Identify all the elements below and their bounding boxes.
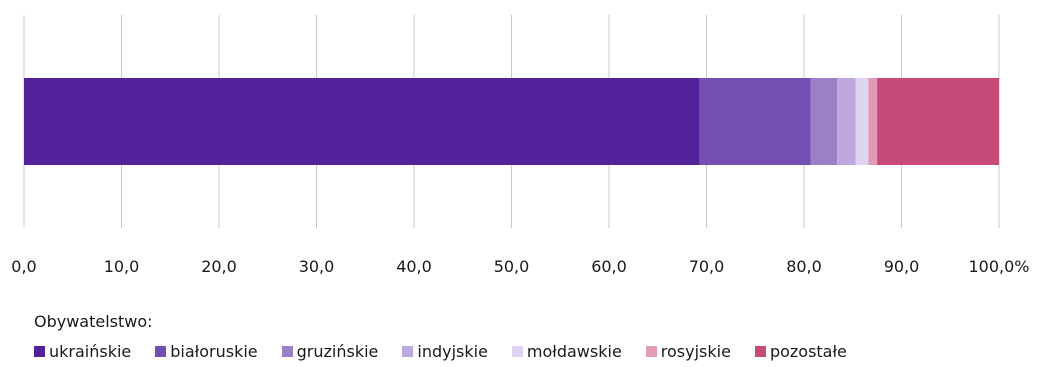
x-tick-label: 60,0 — [591, 257, 627, 276]
bar-segment-ukraińskie — [24, 78, 700, 165]
legend-item: rosyjskie — [645, 342, 731, 361]
bar-segment-indyjskie — [837, 78, 856, 165]
legend-swatch — [402, 346, 414, 357]
legend-swatch — [34, 346, 45, 357]
x-tick-label: 10,0 — [104, 257, 140, 276]
legend-swatch — [511, 346, 523, 357]
legend-swatch — [155, 346, 167, 357]
bar-segment-mołdawskie — [855, 78, 869, 165]
x-tick-label: 100,0% — [968, 257, 1029, 276]
legend-item: pozostałe — [754, 342, 847, 361]
x-tick-label: 30,0 — [299, 257, 335, 276]
legend-swatch — [645, 346, 657, 357]
legend-item: mołdawskie — [511, 342, 622, 361]
legend-label: pozostałe — [769, 342, 847, 361]
stacked-bar — [24, 78, 999, 165]
legend-item: ukraińskie — [34, 342, 131, 361]
legend-label: białoruskie — [170, 342, 258, 361]
bar-segment-gruzińskie — [810, 78, 838, 165]
legend-label: rosyjskie — [660, 342, 731, 361]
x-tick-label: 50,0 — [494, 257, 530, 276]
legend-label: indyjskie — [417, 342, 488, 361]
legend-label: mołdawskie — [526, 342, 622, 361]
legend-label: gruzińskie — [296, 342, 379, 361]
x-tick-label: 90,0 — [884, 257, 920, 276]
x-tick-label: 70,0 — [689, 257, 725, 276]
legend-swatch — [281, 346, 293, 357]
legend-title: Obywatelstwo: — [34, 312, 153, 331]
x-axis-tick-labels: 0,0 10,0 20,0 30,0 40,0 50,0 60,0 70,0 80,0 90,0 1… — [11, 257, 1029, 276]
x-tick-label: 80,0 — [786, 257, 822, 276]
bar-segment-białoruskie — [699, 78, 811, 165]
bar-segment-rosyjskie — [868, 78, 878, 165]
legend-item: białoruskie — [155, 342, 258, 361]
chart: 0,0 10,0 20,0 30,0 40,0 50,0 60,0 70,0 80,0 90,0 1… — [11, 15, 1030, 276]
x-tick-label: 40,0 — [396, 257, 432, 276]
legend-swatch — [754, 346, 766, 357]
legend: ukraińskie białoruskie gruzińskie indyjskie… — [34, 342, 847, 361]
legend-label: ukraińskie — [49, 342, 132, 361]
x-tick-label: 0,0 — [11, 257, 36, 276]
legend-item: indyjskie — [402, 342, 488, 361]
bar-segment-pozostałe — [877, 78, 999, 165]
x-tick-label: 20,0 — [201, 257, 237, 276]
legend-item: gruzińskie — [281, 342, 379, 361]
